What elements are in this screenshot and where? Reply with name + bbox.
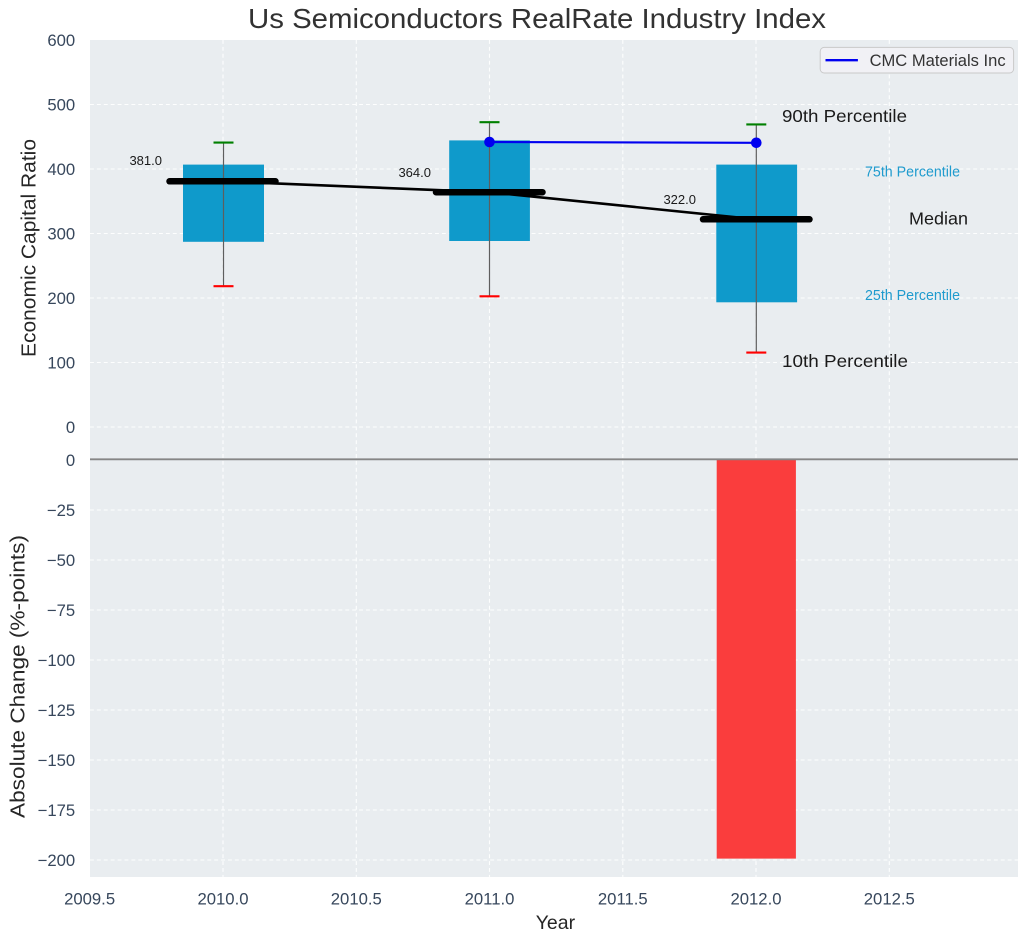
svg-text:100: 100 xyxy=(47,354,75,373)
svg-text:2011.0: 2011.0 xyxy=(465,890,515,909)
svg-text:−125: −125 xyxy=(38,701,76,720)
svg-text:322.0: 322.0 xyxy=(663,192,696,207)
svg-text:−100: −100 xyxy=(38,651,76,670)
svg-text:Year: Year xyxy=(536,912,576,934)
svg-text:381.0: 381.0 xyxy=(129,153,162,168)
svg-text:300: 300 xyxy=(47,225,75,244)
svg-text:400: 400 xyxy=(47,160,75,179)
svg-text:10th Percentile: 10th Percentile xyxy=(782,351,908,371)
svg-text:CMC Materials Inc: CMC Materials Inc xyxy=(870,51,1006,70)
svg-text:−150: −150 xyxy=(38,751,76,770)
svg-text:364.0: 364.0 xyxy=(398,165,431,180)
svg-text:2012.0: 2012.0 xyxy=(730,890,781,909)
svg-text:2012.5: 2012.5 xyxy=(864,890,915,909)
svg-text:Absolute Change (%-points): Absolute Change (%-points) xyxy=(7,535,30,818)
svg-text:600: 600 xyxy=(47,31,75,50)
svg-text:−75: −75 xyxy=(47,601,75,620)
svg-text:200: 200 xyxy=(47,289,75,308)
svg-text:−25: −25 xyxy=(47,501,75,520)
svg-text:−200: −200 xyxy=(38,851,76,870)
svg-text:75th Percentile: 75th Percentile xyxy=(865,165,960,181)
svg-text:−50: −50 xyxy=(47,551,75,570)
svg-text:90th Percentile: 90th Percentile xyxy=(782,106,907,126)
svg-text:Us Semiconductors RealRate Ind: Us Semiconductors RealRate Industry Inde… xyxy=(248,3,826,34)
svg-text:25th Percentile: 25th Percentile xyxy=(865,288,960,304)
svg-text:500: 500 xyxy=(47,96,75,115)
svg-text:2010.0: 2010.0 xyxy=(197,890,248,909)
svg-text:2011.5: 2011.5 xyxy=(598,890,648,909)
svg-text:0: 0 xyxy=(66,451,75,470)
svg-text:−175: −175 xyxy=(38,801,76,820)
svg-text:2010.5: 2010.5 xyxy=(331,890,382,909)
svg-text:0: 0 xyxy=(66,418,75,437)
svg-text:Economic Capital Ratio: Economic Capital Ratio xyxy=(18,139,41,357)
svg-text:Median: Median xyxy=(909,208,968,228)
svg-text:2009.5: 2009.5 xyxy=(64,890,115,909)
